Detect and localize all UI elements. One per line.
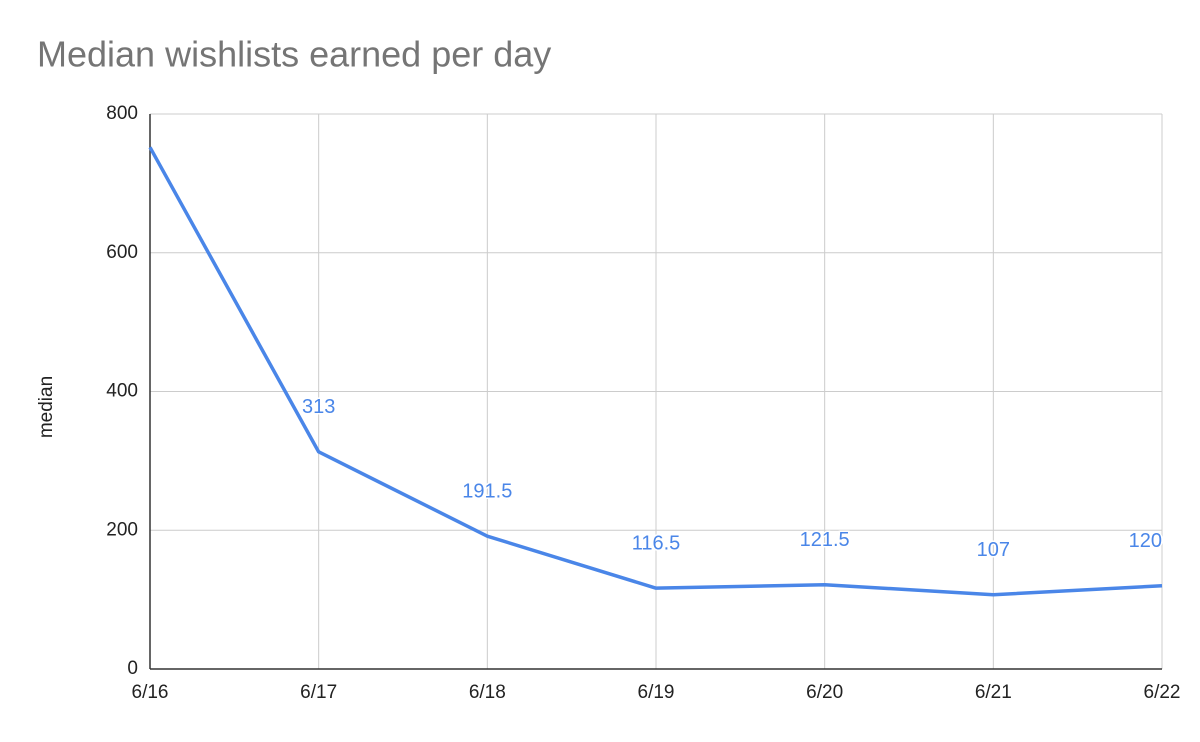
data-label: 116.5 — [632, 532, 681, 554]
data-label: 313 — [302, 396, 335, 418]
y-tick-label: 800 — [106, 103, 138, 124]
y-tick-label: 400 — [106, 381, 138, 402]
y-tick-label: 0 — [127, 658, 138, 679]
y-axis-label: median — [36, 376, 57, 438]
y-tick-label: 200 — [106, 519, 138, 540]
x-tick-label: 6/21 — [975, 682, 1012, 703]
x-tick-label: 6/18 — [469, 682, 506, 703]
y-tick-label: 600 — [106, 242, 138, 263]
chart-title: Median wishlists earned per day — [37, 34, 551, 75]
x-tick-label: 6/19 — [638, 682, 675, 703]
x-tick-label: 6/22 — [1144, 682, 1181, 703]
x-tick-label: 6/17 — [300, 682, 337, 703]
data-label: 120 — [1129, 530, 1162, 552]
data-label: 121.5 — [800, 529, 850, 551]
x-tick-label: 6/20 — [806, 682, 843, 703]
x-tick-label: 6/16 — [132, 682, 169, 703]
data-label: 107 — [977, 539, 1010, 561]
line — [148, 146, 1163, 597]
data-label: 191.5 — [462, 480, 512, 502]
